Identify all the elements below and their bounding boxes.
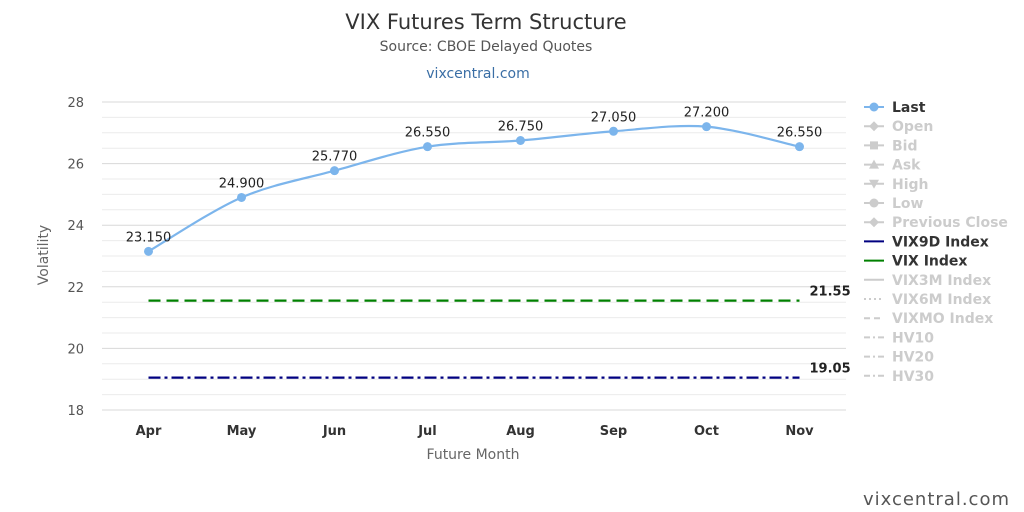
legend: Last Open Bid Ask High Low Previous Close VIX9D…: [864, 100, 1008, 385]
legend-item-vix3m-index[interactable]: VIX3M Index: [864, 273, 991, 289]
data-point[interactable]: [702, 122, 711, 132]
data-point[interactable]: [237, 192, 246, 202]
chart-subtitle: Source: CBOE Delayed Quotes: [380, 39, 593, 55]
x-tick-label: Jun: [322, 424, 346, 439]
data-label: 25.770: [312, 150, 358, 165]
legend-label: Last: [892, 100, 926, 116]
data-point[interactable]: [423, 142, 432, 152]
legend-item-ask[interactable]: Ask: [864, 158, 921, 174]
y-tick-label: 28: [67, 96, 84, 111]
legend-marker: [869, 121, 879, 132]
site-link[interactable]: vixcentral.com: [426, 66, 529, 82]
legend-label: Ask: [892, 158, 921, 174]
data-point[interactable]: [516, 136, 525, 145]
legend-marker: [869, 179, 879, 189]
data-label: 26.550: [777, 126, 823, 141]
data-label: 26.750: [498, 120, 544, 135]
legend-marker: [869, 159, 879, 169]
x-tick-label: Aug: [506, 424, 535, 439]
reference-value-label: 21.55: [810, 285, 851, 300]
y-tick-label: 22: [67, 281, 84, 296]
y-axis: 18 20 22 24 26 28: [67, 96, 84, 419]
legend-marker: [870, 141, 878, 150]
y-tick-label: 18: [67, 404, 84, 419]
reference-value-label: 19.05: [810, 362, 851, 377]
legend-label: VIX9D Index: [892, 234, 989, 250]
data-label: 27.200: [684, 106, 730, 121]
data-point[interactable]: [609, 126, 618, 136]
legend-item-vix6m-index[interactable]: VIX6M Index: [864, 292, 991, 308]
watermark: vixcentral.com: [863, 489, 1010, 510]
x-tick-label: Nov: [785, 424, 814, 439]
legend-marker: [869, 102, 879, 112]
legend-label: HV20: [892, 350, 934, 366]
y-axis-title: Volatility: [36, 225, 52, 285]
x-tick-label: Sep: [600, 424, 628, 439]
legend-label: Previous Close: [892, 215, 1008, 231]
legend-label: Bid: [892, 138, 918, 154]
legend-item-open[interactable]: Open: [864, 119, 933, 135]
y-tick-label: 20: [67, 342, 84, 357]
legend-item-vix9d-index[interactable]: VIX9D Index: [864, 234, 989, 250]
data-label: 23.150: [126, 230, 172, 245]
legend-label: VIX6M Index: [892, 292, 991, 308]
x-axis: Apr May Jun Jul Aug Sep Oct Nov: [136, 424, 815, 439]
grid: [102, 101, 846, 411]
legend-label: High: [892, 177, 929, 193]
legend-item-hv30[interactable]: HV30: [864, 369, 934, 385]
legend-label: HV10: [892, 330, 934, 346]
data-point[interactable]: [330, 166, 339, 176]
data-point[interactable]: [795, 142, 804, 152]
x-tick-label: May: [227, 424, 257, 439]
legend-label: VIX3M Index: [892, 273, 991, 289]
y-tick-label: 26: [67, 158, 84, 173]
legend-label: VIX Index: [892, 254, 967, 270]
legend-label: Open: [892, 119, 933, 135]
legend-item-high[interactable]: High: [864, 177, 929, 193]
legend-marker: [869, 217, 879, 228]
legend-item-vix-index[interactable]: VIX Index: [864, 254, 967, 270]
legend-item-last[interactable]: Last: [864, 100, 926, 116]
data-point[interactable]: [144, 246, 153, 256]
chart-title: VIX Futures Term Structure: [345, 10, 626, 34]
legend-item-low[interactable]: Low: [864, 196, 924, 212]
legend-item-previous-close[interactable]: Previous Close: [864, 215, 1008, 231]
y-tick-label: 24: [67, 219, 84, 234]
plot-area: 19.05 21.55 23.150 24.900 25.770 26.550 26.750…: [126, 106, 851, 379]
data-label: 27.050: [591, 110, 637, 125]
legend-item-bid[interactable]: Bid: [864, 138, 918, 154]
data-label: 24.900: [219, 176, 265, 191]
legend-label: HV30: [892, 369, 934, 385]
x-tick-label: Jul: [417, 424, 437, 439]
legend-item-hv20[interactable]: HV20: [864, 350, 934, 366]
x-tick-label: Oct: [694, 424, 719, 439]
x-tick-label: Apr: [136, 424, 162, 439]
x-axis-title: Future Month: [427, 447, 520, 463]
legend-label: VIXMO Index: [892, 311, 993, 327]
legend-item-vixmo-index[interactable]: VIXMO Index: [864, 311, 993, 327]
legend-item-hv10[interactable]: HV10: [864, 330, 934, 346]
legend-label: Low: [892, 196, 924, 212]
data-label: 26.550: [405, 126, 451, 141]
legend-marker: [869, 198, 879, 208]
